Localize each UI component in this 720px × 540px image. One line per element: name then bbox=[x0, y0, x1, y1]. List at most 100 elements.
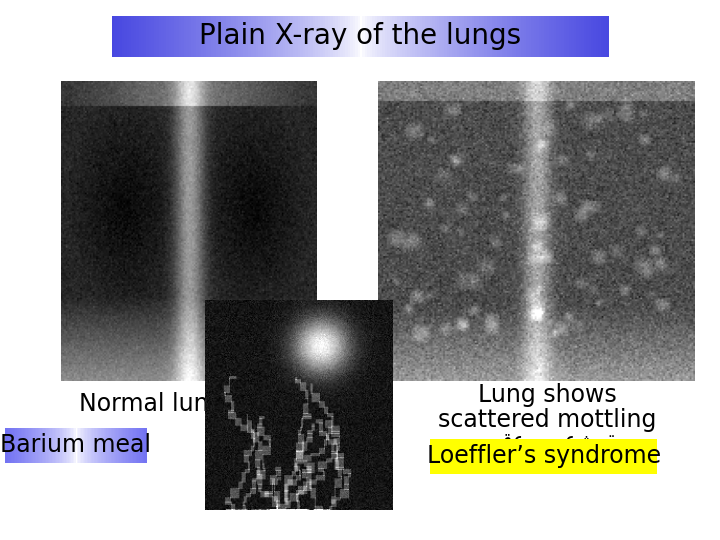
Bar bbox=[574, 16, 577, 57]
Bar bbox=[362, 16, 366, 57]
Bar bbox=[141, 16, 145, 57]
Bar bbox=[256, 16, 259, 57]
Bar bbox=[117, 428, 119, 463]
Bar bbox=[66, 428, 68, 463]
Bar bbox=[566, 16, 570, 57]
Bar bbox=[32, 428, 34, 463]
Bar bbox=[258, 16, 261, 57]
Bar bbox=[472, 16, 475, 57]
Bar bbox=[410, 16, 413, 57]
Bar bbox=[92, 428, 94, 463]
Bar bbox=[60, 428, 62, 463]
Bar bbox=[477, 16, 480, 57]
Bar bbox=[52, 428, 54, 463]
Bar bbox=[53, 428, 55, 463]
Text: بقع مبعثرة: بقع مبعثرة bbox=[477, 432, 618, 452]
Bar bbox=[81, 428, 84, 463]
Bar bbox=[89, 428, 91, 463]
Bar bbox=[462, 16, 465, 57]
Bar bbox=[569, 16, 572, 57]
Bar bbox=[457, 16, 460, 57]
Bar bbox=[74, 428, 76, 463]
Bar bbox=[400, 16, 403, 57]
Bar bbox=[111, 428, 113, 463]
Bar bbox=[447, 16, 450, 57]
Bar bbox=[467, 16, 470, 57]
Bar bbox=[189, 16, 192, 57]
Bar bbox=[174, 16, 177, 57]
Bar bbox=[86, 428, 88, 463]
Bar bbox=[129, 428, 131, 463]
Bar bbox=[248, 16, 251, 57]
Bar bbox=[12, 428, 14, 463]
Bar bbox=[529, 16, 532, 57]
Bar bbox=[119, 16, 122, 57]
Bar bbox=[285, 16, 289, 57]
Bar bbox=[290, 16, 294, 57]
Bar bbox=[593, 16, 597, 57]
Bar bbox=[397, 16, 400, 57]
Bar bbox=[137, 16, 140, 57]
Bar bbox=[166, 16, 169, 57]
Bar bbox=[176, 16, 179, 57]
Bar bbox=[544, 16, 547, 57]
Bar bbox=[56, 428, 58, 463]
Bar bbox=[382, 16, 386, 57]
Bar bbox=[218, 16, 222, 57]
Bar bbox=[22, 428, 24, 463]
Bar bbox=[139, 16, 142, 57]
Bar bbox=[11, 428, 13, 463]
Bar bbox=[43, 428, 45, 463]
Bar bbox=[109, 428, 112, 463]
Bar bbox=[18, 428, 20, 463]
Bar bbox=[243, 16, 246, 57]
Bar bbox=[236, 16, 239, 57]
Bar bbox=[390, 16, 393, 57]
Bar bbox=[464, 16, 467, 57]
Bar bbox=[59, 428, 61, 463]
Bar bbox=[123, 428, 125, 463]
Bar bbox=[320, 16, 323, 57]
Bar bbox=[303, 16, 306, 57]
Bar bbox=[380, 16, 383, 57]
Bar bbox=[372, 16, 376, 57]
Bar bbox=[17, 428, 19, 463]
Bar bbox=[68, 428, 71, 463]
Bar bbox=[63, 428, 65, 463]
Bar bbox=[312, 16, 316, 57]
Bar bbox=[420, 16, 423, 57]
Bar bbox=[99, 428, 102, 463]
Bar bbox=[511, 16, 515, 57]
Bar bbox=[105, 428, 107, 463]
Bar bbox=[132, 428, 134, 463]
Bar bbox=[295, 16, 299, 57]
Bar bbox=[24, 428, 26, 463]
Bar bbox=[596, 16, 599, 57]
Bar bbox=[425, 16, 428, 57]
Bar bbox=[431, 438, 657, 474]
Bar bbox=[133, 428, 135, 463]
Bar bbox=[308, 16, 311, 57]
Bar bbox=[524, 16, 527, 57]
Bar bbox=[571, 16, 575, 57]
Bar bbox=[96, 428, 99, 463]
Bar bbox=[145, 428, 147, 463]
Bar bbox=[58, 428, 60, 463]
Bar bbox=[408, 16, 410, 57]
Bar bbox=[159, 16, 162, 57]
Bar bbox=[226, 16, 229, 57]
Bar bbox=[253, 16, 256, 57]
Bar bbox=[117, 16, 120, 57]
Bar bbox=[521, 16, 525, 57]
Bar bbox=[238, 16, 241, 57]
Bar bbox=[340, 16, 343, 57]
Bar bbox=[358, 16, 361, 57]
Bar bbox=[228, 16, 232, 57]
Bar bbox=[402, 16, 405, 57]
Bar bbox=[144, 16, 147, 57]
Bar bbox=[132, 16, 135, 57]
Bar bbox=[154, 16, 157, 57]
Bar bbox=[70, 428, 72, 463]
Bar bbox=[459, 16, 462, 57]
Bar bbox=[328, 16, 331, 57]
